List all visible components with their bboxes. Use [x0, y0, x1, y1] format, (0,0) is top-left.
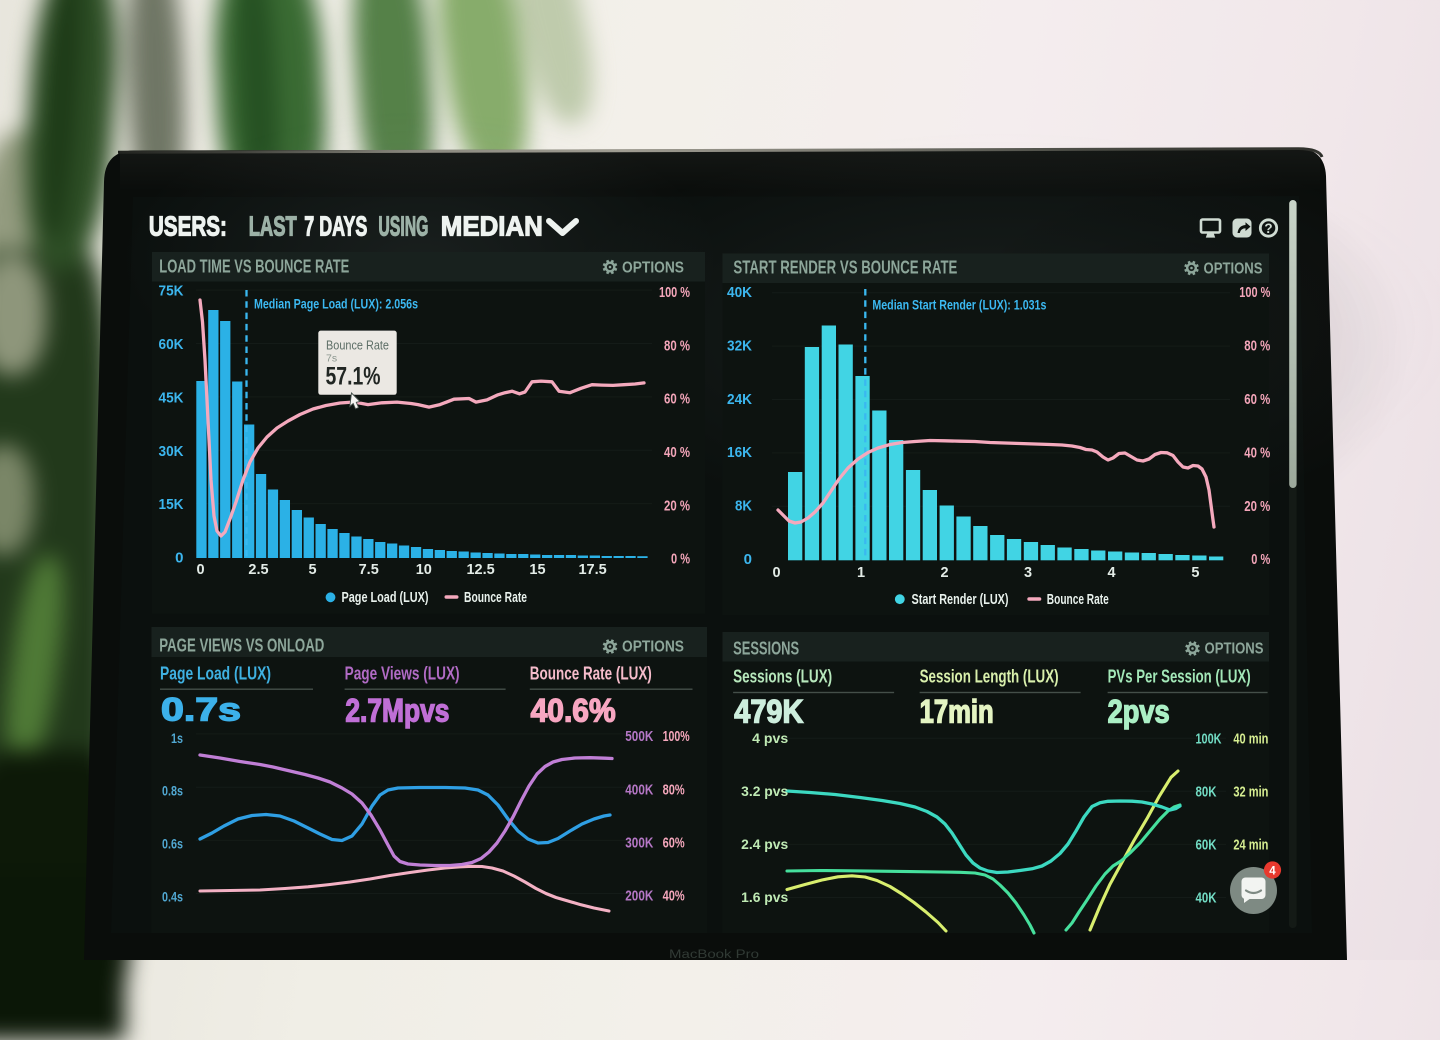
svg-text:5: 5: [308, 562, 316, 578]
svg-text:7s: 7s: [326, 353, 337, 365]
svg-text:40.6%: 40.6%: [531, 693, 616, 729]
svg-text:LAST: LAST: [249, 211, 297, 242]
svg-text:30K: 30K: [159, 443, 184, 460]
svg-text:Page Load (LUX): Page Load (LUX): [342, 590, 429, 606]
svg-text:40 %: 40 %: [664, 444, 690, 461]
svg-text:MacBook Pro: MacBook Pro: [669, 949, 759, 960]
svg-text:20 %: 20 %: [664, 497, 690, 514]
svg-text:Session Length (LUX): Session Length (LUX): [920, 666, 1059, 686]
svg-text:60%: 60%: [663, 836, 685, 852]
svg-text:40 min: 40 min: [1233, 732, 1268, 748]
svg-text:400K: 400K: [625, 783, 653, 799]
svg-text:0.8s: 0.8s: [162, 784, 183, 799]
svg-text:10: 10: [416, 562, 432, 578]
svg-text:4: 4: [1269, 865, 1276, 877]
svg-text:80K: 80K: [1196, 785, 1217, 801]
svg-text:60 %: 60 %: [1244, 391, 1270, 408]
svg-text:2pvs: 2pvs: [1108, 694, 1170, 730]
svg-text:100 %: 100 %: [1239, 284, 1270, 301]
svg-text:40%: 40%: [663, 889, 685, 905]
svg-text:Page Load (LUX): Page Load (LUX): [160, 664, 271, 684]
svg-text:1: 1: [857, 565, 865, 581]
svg-text:80 %: 80 %: [1244, 338, 1270, 355]
svg-text:100K: 100K: [1196, 732, 1222, 748]
svg-text:1.6 pvs: 1.6 pvs: [741, 890, 788, 905]
svg-text:Bounce Rate (LUX): Bounce Rate (LUX): [530, 664, 652, 684]
svg-text:OPTIONS: OPTIONS: [1204, 261, 1263, 278]
svg-text:Median Page Load (LUX): 2.056s: Median Page Load (LUX): 2.056s: [254, 296, 418, 312]
svg-text:300K: 300K: [625, 836, 653, 852]
svg-text:Bounce Rate: Bounce Rate: [464, 590, 527, 606]
svg-text:15K: 15K: [159, 496, 184, 513]
svg-text:45K: 45K: [159, 389, 184, 406]
svg-text:40 %: 40 %: [1244, 444, 1270, 461]
svg-text:5: 5: [1191, 565, 1199, 581]
svg-text:SESSIONS: SESSIONS: [733, 639, 799, 659]
svg-text:32 min: 32 min: [1233, 785, 1268, 801]
svg-text:OPTIONS: OPTIONS: [622, 639, 684, 656]
svg-text:USERS:: USERS:: [149, 211, 227, 242]
svg-text:15: 15: [529, 562, 545, 578]
svg-text:12.5: 12.5: [466, 562, 494, 578]
svg-text:0 %: 0 %: [1251, 551, 1270, 568]
svg-text:0: 0: [197, 562, 205, 578]
svg-text:3: 3: [1024, 565, 1032, 581]
svg-text:Start Render (LUX): Start Render (LUX): [912, 592, 1009, 608]
svg-text:Median Start Render (LUX): 1.0: Median Start Render (LUX): 1.031s: [872, 297, 1046, 313]
svg-text:Page Views (LUX): Page Views (LUX): [345, 664, 460, 684]
svg-text:2.5: 2.5: [248, 562, 268, 578]
svg-text:8K: 8K: [735, 498, 752, 515]
svg-text:100%: 100%: [663, 729, 690, 745]
svg-text:24 min: 24 min: [1233, 838, 1268, 854]
svg-text:60K: 60K: [1196, 838, 1217, 854]
svg-text:2.4 pvs: 2.4 pvs: [741, 837, 788, 852]
svg-text:57.1%: 57.1%: [326, 363, 381, 391]
svg-text:7 DAYS: 7 DAYS: [304, 211, 367, 242]
svg-text:40K: 40K: [1196, 891, 1217, 907]
svg-text:PVs Per Session (LUX): PVs Per Session (LUX): [1108, 666, 1251, 686]
svg-text:3.2 pvs: 3.2 pvs: [741, 784, 788, 799]
svg-text:200K: 200K: [625, 889, 653, 905]
svg-text:START RENDER VS BOUNCE RATE: START RENDER VS BOUNCE RATE: [733, 258, 957, 278]
svg-text:OPTIONS: OPTIONS: [622, 260, 684, 277]
svg-text:4 pvs: 4 pvs: [752, 731, 788, 746]
svg-text:80%: 80%: [663, 783, 685, 799]
svg-text:500K: 500K: [625, 729, 653, 745]
svg-text:0.7s: 0.7s: [161, 692, 241, 728]
svg-text:0: 0: [773, 565, 781, 581]
svg-text:20 %: 20 %: [1244, 498, 1270, 515]
svg-text:0 %: 0 %: [671, 551, 690, 568]
svg-text:16K: 16K: [727, 444, 752, 461]
svg-text:LOAD TIME VS BOUNCE RATE: LOAD TIME VS BOUNCE RATE: [159, 257, 349, 277]
svg-text:7.5: 7.5: [359, 562, 379, 578]
svg-text:0.6s: 0.6s: [162, 837, 183, 852]
svg-text:60K: 60K: [159, 336, 184, 353]
svg-text:Bounce Rate: Bounce Rate: [1047, 592, 1109, 608]
svg-text:80 %: 80 %: [664, 337, 690, 354]
svg-text:1s: 1s: [171, 731, 183, 746]
svg-text:17min: 17min: [920, 694, 994, 730]
svg-text:479K: 479K: [734, 694, 803, 730]
svg-text:2: 2: [940, 565, 948, 581]
svg-text:OPTIONS: OPTIONS: [1205, 641, 1264, 658]
svg-text:Bounce Rate: Bounce Rate: [326, 338, 389, 353]
svg-text:Sessions (LUX): Sessions (LUX): [733, 666, 832, 686]
svg-text:4: 4: [1107, 565, 1115, 581]
svg-text:17.5: 17.5: [578, 562, 606, 578]
svg-text:MEDIAN: MEDIAN: [441, 211, 543, 242]
svg-text:24K: 24K: [727, 391, 752, 408]
svg-text:USING: USING: [378, 211, 428, 242]
svg-text:40K: 40K: [727, 284, 752, 301]
svg-text:75K: 75K: [159, 283, 184, 300]
svg-text:0: 0: [744, 551, 752, 568]
svg-text:0: 0: [175, 550, 183, 567]
svg-text:100 %: 100 %: [659, 284, 690, 301]
svg-text:60 %: 60 %: [664, 391, 690, 408]
svg-text:0.4s: 0.4s: [162, 890, 183, 905]
svg-text:PAGE VIEWS VS ONLOAD: PAGE VIEWS VS ONLOAD: [159, 636, 324, 656]
svg-text:?: ?: [1264, 221, 1272, 236]
svg-text:32K: 32K: [727, 337, 752, 354]
svg-text:2.7Mpvs: 2.7Mpvs: [345, 693, 449, 729]
